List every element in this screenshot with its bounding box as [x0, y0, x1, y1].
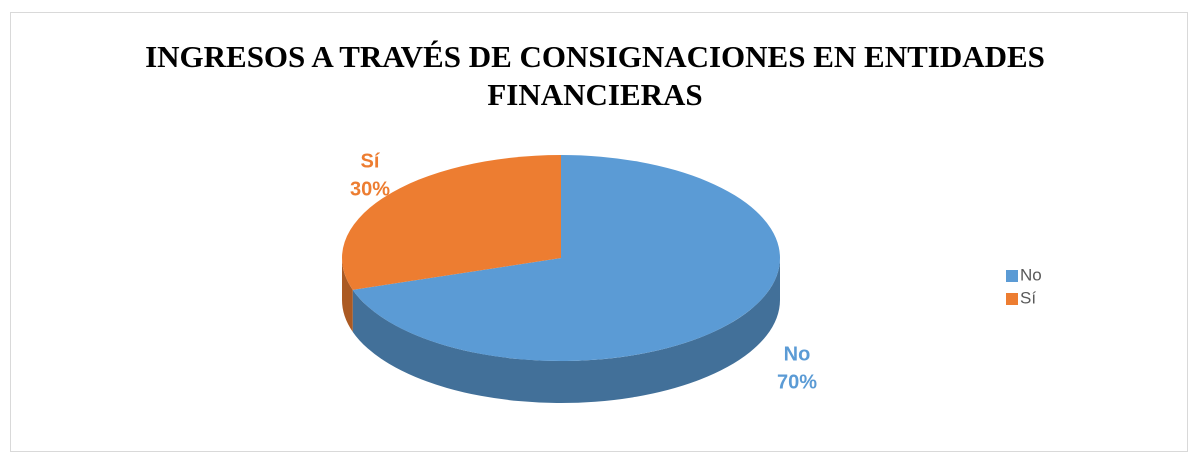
data-label-category: No [784, 343, 811, 365]
data-label-category: Sí [361, 150, 381, 172]
data-label-value: 70% [777, 371, 817, 393]
chart: No 70% Sí 30% No Sí [341, 150, 1042, 403]
legend-label: Sí [1020, 288, 1036, 307]
slice-side [352, 258, 780, 403]
slice-side [341, 258, 353, 332]
chart-title: INGRESOS A TRAVÉS DE CONSIGNACIONES EN E… [145, 39, 1045, 112]
data-label-value: 30% [350, 178, 390, 200]
legend-swatch [1006, 270, 1018, 282]
legend-swatch [1006, 293, 1018, 305]
page: INGRESOS A TRAVÉS DE CONSIGNACIONES EN E… [10, 12, 1188, 452]
slice [352, 155, 780, 361]
slice [342, 155, 561, 290]
legend-label: No [1020, 265, 1042, 284]
